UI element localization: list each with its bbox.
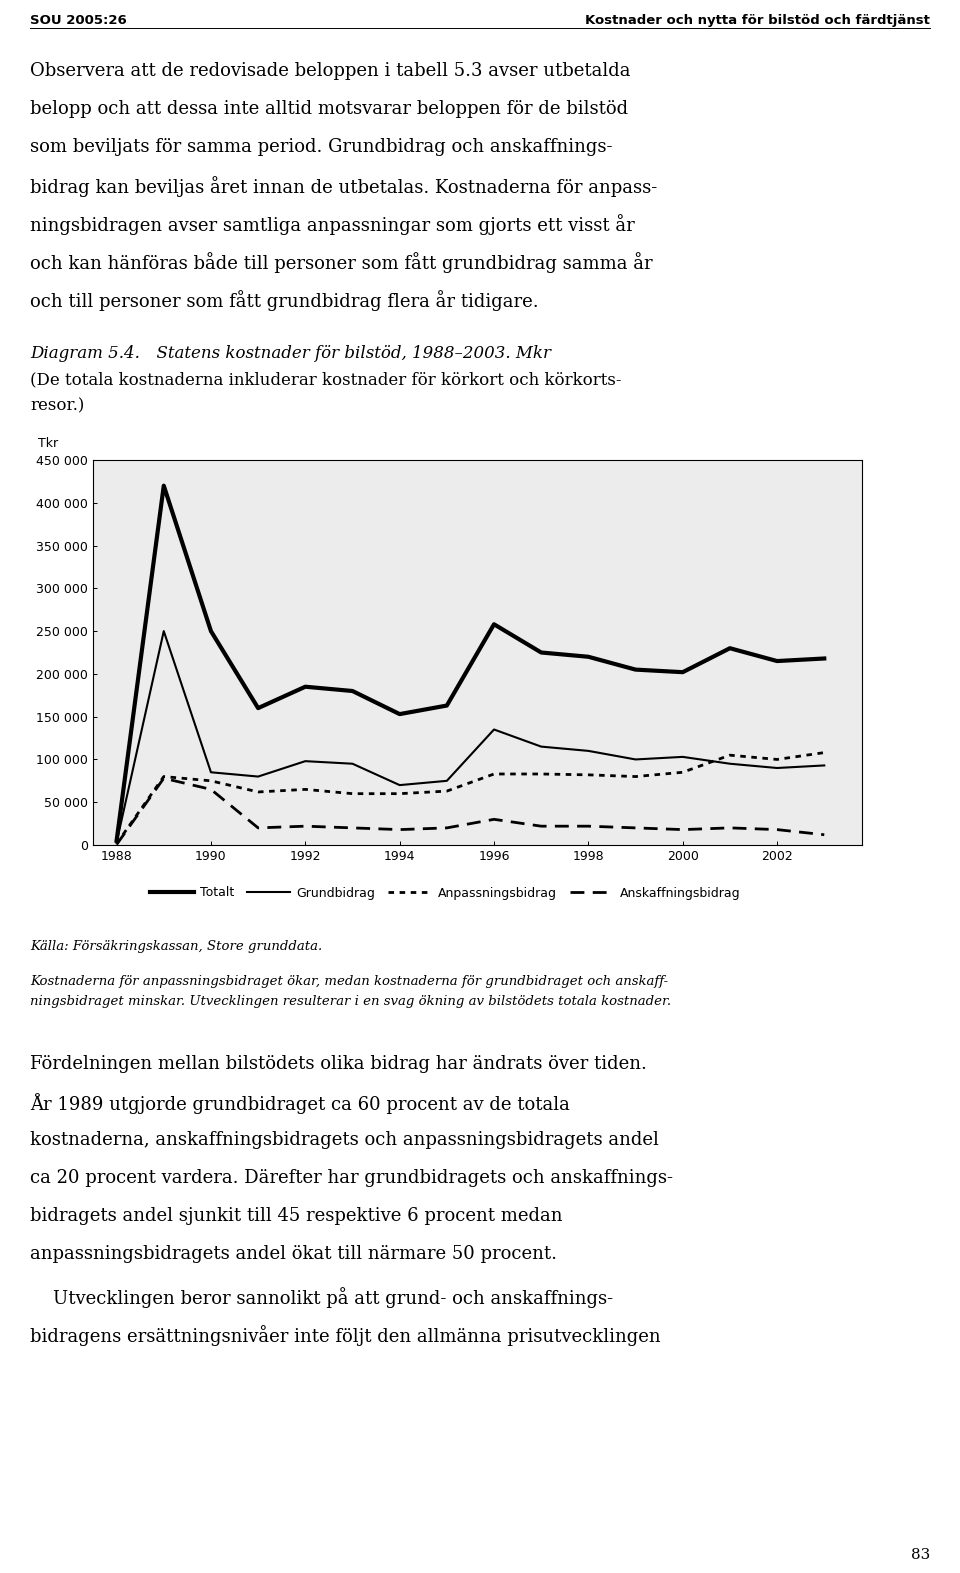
Text: resor.): resor.) (30, 396, 84, 414)
Text: SOU 2005:26: SOU 2005:26 (30, 14, 127, 27)
Text: Kostnaderna för anpassningsbidraget ökar, medan kostnaderna för grundbidraget oc: Kostnaderna för anpassningsbidraget ökar… (30, 975, 668, 988)
Text: 83: 83 (911, 1548, 930, 1562)
Text: Källa: Försäkringskassan, Store grunddata.: Källa: Försäkringskassan, Store grunddat… (30, 941, 323, 953)
Text: (De totala kostnaderna inkluderar kostnader för körkort och körkorts-: (De totala kostnaderna inkluderar kostna… (30, 371, 621, 389)
Text: Tkr: Tkr (37, 437, 58, 450)
Text: Diagram 5.4. Statens kostnader för bilstöd, 1988–2003. Mkr: Diagram 5.4. Statens kostnader för bilst… (30, 344, 551, 362)
Text: ningsbidraget minskar. Utvecklingen resulterar i en svag ökning av bilstödets to: ningsbidraget minskar. Utvecklingen resu… (30, 996, 671, 1008)
Text: kostnaderna, anskaffningsbidragets och anpassningsbidragets andel: kostnaderna, anskaffningsbidragets och a… (30, 1131, 659, 1148)
Text: Kostnader och nytta för bilstöd och färdtjänst: Kostnader och nytta för bilstöd och färd… (586, 14, 930, 27)
Text: Observera att de redovisade beloppen i tabell 5.3 avser utbetalda: Observera att de redovisade beloppen i t… (30, 61, 631, 80)
Text: belopp och att dessa inte alltid motsvarar beloppen för de bilstöd: belopp och att dessa inte alltid motsvar… (30, 101, 628, 118)
Text: bidragens ersättningsnivåer inte följt den allmänna prisutvecklingen: bidragens ersättningsnivåer inte följt d… (30, 1324, 660, 1346)
Text: ca 20 procent vardera. Därefter har grundbidragets och anskaffnings-: ca 20 procent vardera. Därefter har grun… (30, 1169, 673, 1188)
Text: och kan hänföras både till personer som fått grundbidrag samma år: och kan hänföras både till personer som … (30, 252, 653, 274)
Legend: Totalt, Grundbidrag, Anpassningsbidrag, Anskaffningsbidrag: Totalt, Grundbidrag, Anpassningsbidrag, … (145, 881, 745, 904)
Text: som beviljats för samma period. Grundbidrag och anskaffnings-: som beviljats för samma period. Grundbid… (30, 138, 612, 156)
Text: anpassningsbidragets andel ökat till närmare 50 procent.: anpassningsbidragets andel ökat till när… (30, 1244, 557, 1263)
Text: och till personer som fått grundbidrag flera år tidigare.: och till personer som fått grundbidrag f… (30, 289, 539, 311)
Text: Fördelningen mellan bilstödets olika bidrag har ändrats över tiden.: Fördelningen mellan bilstödets olika bid… (30, 1055, 647, 1073)
Text: bidrag kan beviljas året innan de utbetalas. Kostnaderna för anpass-: bidrag kan beviljas året innan de utbeta… (30, 176, 658, 197)
Text: Utvecklingen beror sannolikt på att grund- och anskaffnings-: Utvecklingen beror sannolikt på att grun… (30, 1287, 613, 1309)
Text: År 1989 utgjorde grundbidraget ca 60 procent av de totala: År 1989 utgjorde grundbidraget ca 60 pro… (30, 1093, 570, 1114)
Text: bidragets andel sjunkit till 45 respektive 6 procent medan: bidragets andel sjunkit till 45 respekti… (30, 1206, 563, 1225)
Text: ningsbidragen avser samtliga anpassningar som gjorts ett visst år: ningsbidragen avser samtliga anpassninga… (30, 214, 635, 234)
